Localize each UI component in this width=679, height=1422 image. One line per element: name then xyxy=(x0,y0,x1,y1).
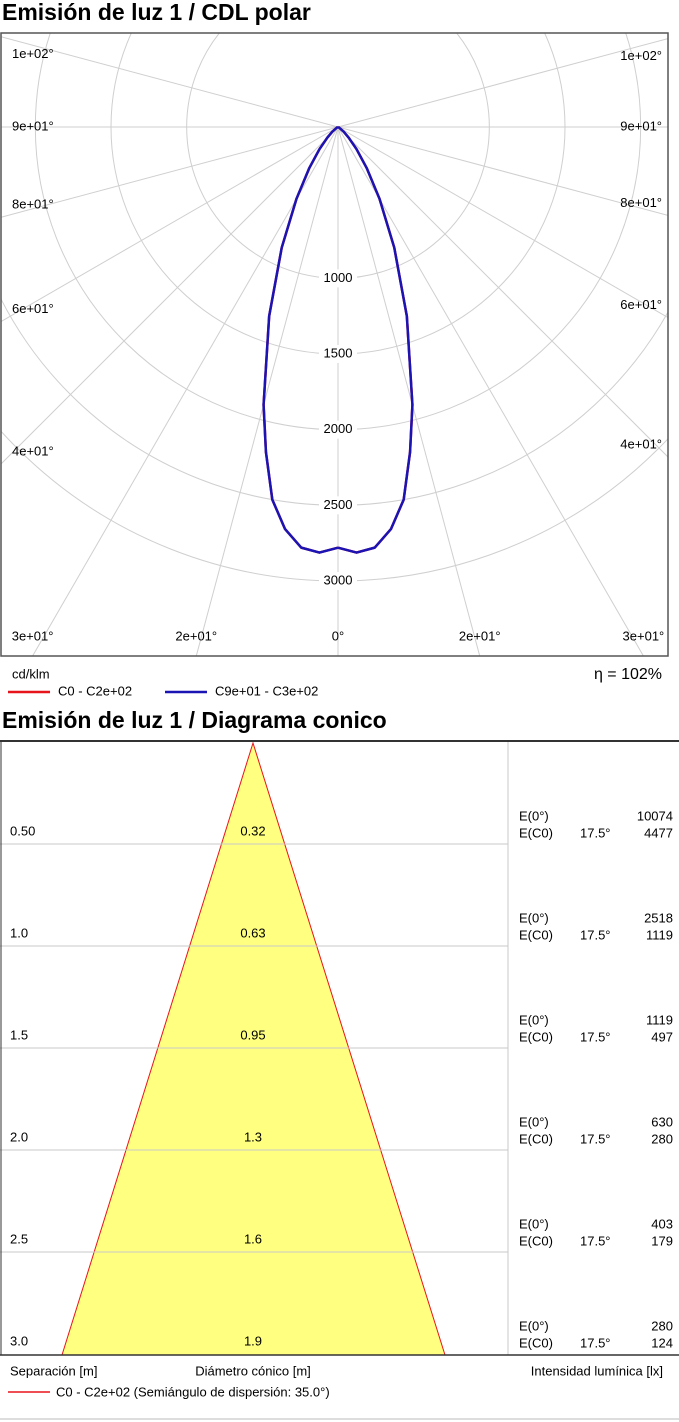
x-label-center: Diámetro cónico [m] xyxy=(195,1363,311,1378)
diameter-label: 1.6 xyxy=(244,1231,262,1246)
ec0-label: E(C0) xyxy=(519,927,553,942)
ec0-label: E(C0) xyxy=(519,1233,553,1248)
r-tick-label-bg xyxy=(319,269,357,288)
ec0-label: E(C0) xyxy=(519,1029,553,1044)
cone-title: Emisión de luz 1 / Diagrama conico xyxy=(2,707,387,733)
angle-tick-label: 8e+01° xyxy=(12,197,54,212)
x-label-right: Intensidad lumínica [lx] xyxy=(531,1363,663,1378)
x-label-left: Separación [m] xyxy=(10,1363,97,1378)
angle-tick-label: 6e+01° xyxy=(620,297,662,312)
legend-label: C0 - C2e+02 xyxy=(58,683,132,698)
efficiency: η = 102% xyxy=(594,666,662,683)
ec0-value: 497 xyxy=(651,1029,673,1044)
distance-label: 1.0 xyxy=(10,925,28,940)
diameter-label: 1.3 xyxy=(244,1129,262,1144)
e0-label: E(0°) xyxy=(519,1216,549,1231)
radial-grid-circle xyxy=(1,430,668,582)
e0-value: 403 xyxy=(651,1216,673,1231)
angle-grid-line xyxy=(1,126,339,323)
distance-label: 2.5 xyxy=(10,1231,28,1246)
polar-plot xyxy=(1,33,668,656)
angle-tick-label: 3e+01° xyxy=(12,628,54,643)
ec0-angle: 17.5° xyxy=(580,1335,611,1350)
angle-tick-label: 8e+01° xyxy=(620,195,662,210)
angle-tick-label: 2e+01° xyxy=(175,628,217,643)
unit-label: cd/klm xyxy=(12,666,50,681)
ec0-angle: 17.5° xyxy=(580,1029,611,1044)
angle-tick-label: 9e+01° xyxy=(12,118,54,133)
r-tick-label: 2500 xyxy=(324,497,353,512)
ec0-angle: 17.5° xyxy=(580,927,611,942)
e0-label: E(0°) xyxy=(519,1012,549,1027)
e0-value: 630 xyxy=(651,1114,673,1129)
ec0-value: 1119 xyxy=(646,927,673,942)
r-tick-label-bg xyxy=(319,572,357,590)
angle-grid-line xyxy=(1,36,339,128)
r-tick-label: 2000 xyxy=(324,421,353,436)
r-tick-label: 3000 xyxy=(324,572,353,587)
angle-grid-line xyxy=(1,126,339,218)
angle-grid-line xyxy=(32,126,339,656)
e0-label: E(0°) xyxy=(519,1318,549,1333)
e0-label: E(0°) xyxy=(519,808,549,823)
angle-tick-label: 1e+02° xyxy=(620,48,662,63)
cone-legend-label: C0 - C2e+02 (Semiángulo de dispersión: 3… xyxy=(56,1384,330,1399)
diameter-label: 0.32 xyxy=(240,823,265,838)
ec0-value: 179 xyxy=(651,1233,673,1248)
ec0-label: E(C0) xyxy=(519,825,553,840)
r-tick-label: 1500 xyxy=(324,345,353,360)
legend: C0 - C2e+02 C9e+01 - C3e+02 xyxy=(8,683,318,698)
ec0-angle: 17.5° xyxy=(580,1233,611,1248)
angle-grid-line xyxy=(337,126,668,216)
distance-label: 3.0 xyxy=(10,1333,28,1348)
ec0-value: 124 xyxy=(651,1335,673,1350)
e0-value: 10074 xyxy=(637,808,673,823)
e0-value: 2518 xyxy=(644,910,673,925)
angle-grid-line xyxy=(195,126,339,656)
distance-label: 0.50 xyxy=(10,823,35,838)
e0-value: 280 xyxy=(651,1318,673,1333)
angle-tick-label: 4e+01° xyxy=(620,436,662,451)
angle-grid-line xyxy=(337,126,668,458)
r-tick-label-bg xyxy=(319,345,357,363)
polar-title: Emisión de luz 1 / CDL polar xyxy=(2,0,311,25)
legend-label: C9e+01 - C3e+02 xyxy=(215,683,318,698)
intensity-curve xyxy=(262,125,339,554)
diameter-label: 0.63 xyxy=(240,925,265,940)
ec0-angle: 17.5° xyxy=(580,1131,611,1146)
ec0-value: 280 xyxy=(651,1131,673,1146)
angle-grid-line xyxy=(337,126,481,656)
distance-label: 1.5 xyxy=(10,1027,28,1042)
e0-label: E(0°) xyxy=(519,1114,549,1129)
r-tick-label-bg xyxy=(319,496,357,515)
angle-tick-label: 1e+02° xyxy=(12,46,54,61)
angle-grid-line xyxy=(337,126,668,318)
e0-label: E(0°) xyxy=(519,910,549,925)
angle-tick-label: 6e+01° xyxy=(12,301,54,316)
distance-label: 2.0 xyxy=(10,1129,28,1144)
ec0-angle: 17.5° xyxy=(580,825,611,840)
angle-tick-label: 3e+01° xyxy=(623,628,665,643)
ec0-value: 4477 xyxy=(644,825,673,840)
angle-tick-label: 0° xyxy=(332,628,344,643)
e0-value: 1119 xyxy=(646,1012,673,1027)
ec0-label: E(C0) xyxy=(519,1335,553,1350)
r-tick-label-bg xyxy=(319,420,357,439)
polar-frame xyxy=(0,32,669,657)
cone-diagram xyxy=(0,741,508,1356)
intensity-curve xyxy=(337,125,414,554)
angle-grid-line xyxy=(337,38,668,128)
angle-tick-label: 2e+01° xyxy=(459,628,501,643)
diameter-label: 1.9 xyxy=(244,1333,262,1348)
angle-grid-line xyxy=(337,126,644,656)
angle-grid-line xyxy=(1,126,339,465)
r-tick-label: 1000 xyxy=(324,270,353,285)
diameter-label: 0.95 xyxy=(240,1027,265,1042)
angle-tick-label: 9e+01° xyxy=(620,118,662,133)
angle-tick-label: 4e+01° xyxy=(12,443,54,458)
ec0-label: E(C0) xyxy=(519,1131,553,1146)
